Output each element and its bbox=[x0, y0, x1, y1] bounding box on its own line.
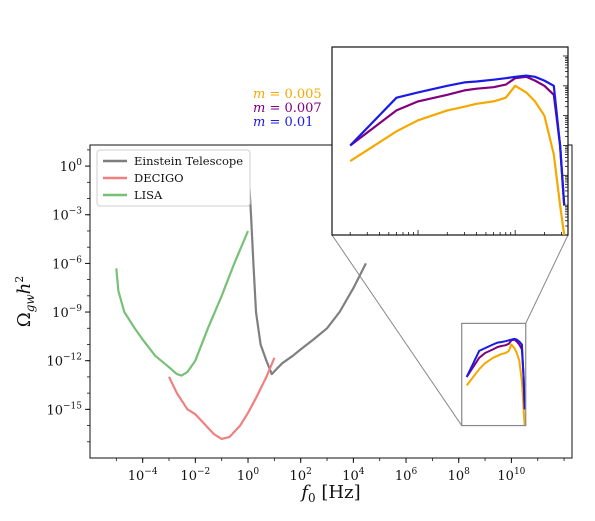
x-tick-label: 104 bbox=[342, 467, 365, 484]
curve-einstein-telescope bbox=[246, 163, 367, 376]
y-tick-label: 100 bbox=[60, 158, 83, 175]
y-tick-label: 10−9 bbox=[52, 304, 82, 321]
series-main-0007 bbox=[465, 338, 526, 410]
y-tick-label: 10−15 bbox=[46, 401, 82, 418]
legend: Einstein Telescope DECIGO LISA bbox=[96, 149, 251, 207]
x-tick-label: 108 bbox=[448, 467, 471, 484]
legend-label: Einstein Telescope bbox=[134, 154, 243, 168]
x-tick-label: 10−4 bbox=[128, 467, 158, 484]
x-tick-label: 102 bbox=[290, 467, 312, 484]
y-tick-label: 10−12 bbox=[46, 353, 82, 370]
series-label: m = 0.005 bbox=[253, 87, 322, 102]
zoom-rectangle bbox=[461, 322, 527, 427]
series-label: m = 0.01 bbox=[253, 115, 313, 130]
series-inset-001 bbox=[349, 74, 566, 206]
inset-axes-frame bbox=[331, 46, 569, 236]
legend-label: DECIGO bbox=[134, 171, 184, 185]
main-y-ticks: 100 10−3 10−6 10−9 10−12 10−15 bbox=[46, 149, 90, 443]
inset-curves bbox=[349, 74, 566, 235]
main-plot: 10−4 10−2 100 102 104 106 108 1010 10010−310−61… bbox=[46, 144, 573, 484]
zoom-region bbox=[331, 234, 569, 427]
x-tick-label: 10−2 bbox=[180, 467, 210, 484]
x-tick-label: 106 bbox=[395, 467, 418, 484]
inset-plot bbox=[331, 46, 569, 236]
legend-box bbox=[96, 149, 251, 207]
curve-lisa bbox=[115, 230, 250, 377]
zoom-connector bbox=[525, 234, 569, 324]
series-inset-0005 bbox=[349, 84, 566, 235]
main-axes-frame bbox=[89, 144, 573, 459]
x-tick-label: 100 bbox=[237, 467, 260, 484]
main-curves bbox=[115, 163, 526, 440]
inset-ticks bbox=[349, 55, 568, 235]
main-x-ticks: 10−4 10−2 100 102 104 106 108 1010 bbox=[115, 458, 565, 484]
series-main-001 bbox=[465, 337, 526, 410]
legend-label: LISA bbox=[134, 188, 163, 202]
zoom-connector bbox=[331, 234, 463, 426]
series-inset-0007 bbox=[349, 75, 566, 206]
y-axis-label: Ωgwh2 bbox=[13, 276, 37, 327]
x-tick-label: 1010 bbox=[497, 467, 525, 484]
series-main-0005 bbox=[465, 343, 526, 426]
y-tick-label: 10−3 bbox=[52, 207, 82, 224]
series-label: m = 0.007 bbox=[253, 101, 322, 116]
y-tick-label: 10−6 bbox=[52, 255, 82, 272]
x-axis-label: f0 [Hz] bbox=[299, 482, 360, 505]
curve-decigo bbox=[168, 357, 276, 440]
